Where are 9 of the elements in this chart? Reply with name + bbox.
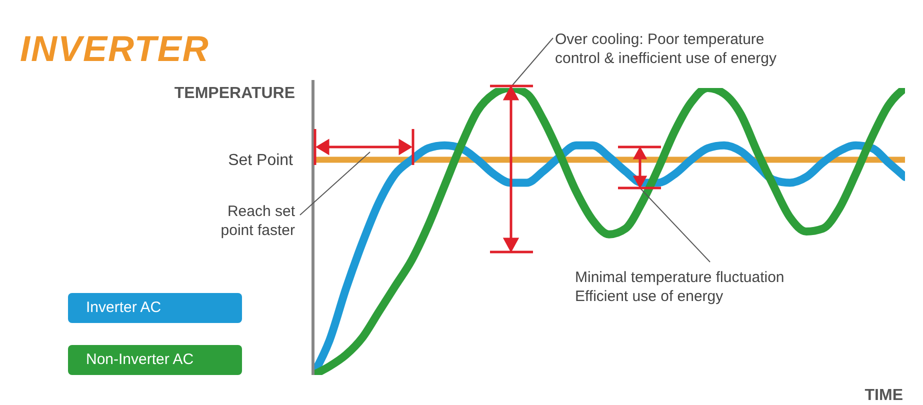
x-axis-title: TIME xyxy=(864,387,904,404)
text: Reach set point faster xyxy=(220,203,296,239)
y-axis-title: TEMPERATURE xyxy=(174,85,296,102)
legend-label: Non-Inverter AC xyxy=(80,345,242,375)
annotation: Minimal temperature fluctuation Efficient use of energy xyxy=(575,269,784,305)
text: Over cooling: Poor temperature control & inefficient use of energy xyxy=(555,31,778,67)
legend-label: Inverter AC xyxy=(80,293,242,323)
chart-title: INVERTER xyxy=(20,28,210,70)
ref-line-label: Set Point xyxy=(228,152,294,169)
